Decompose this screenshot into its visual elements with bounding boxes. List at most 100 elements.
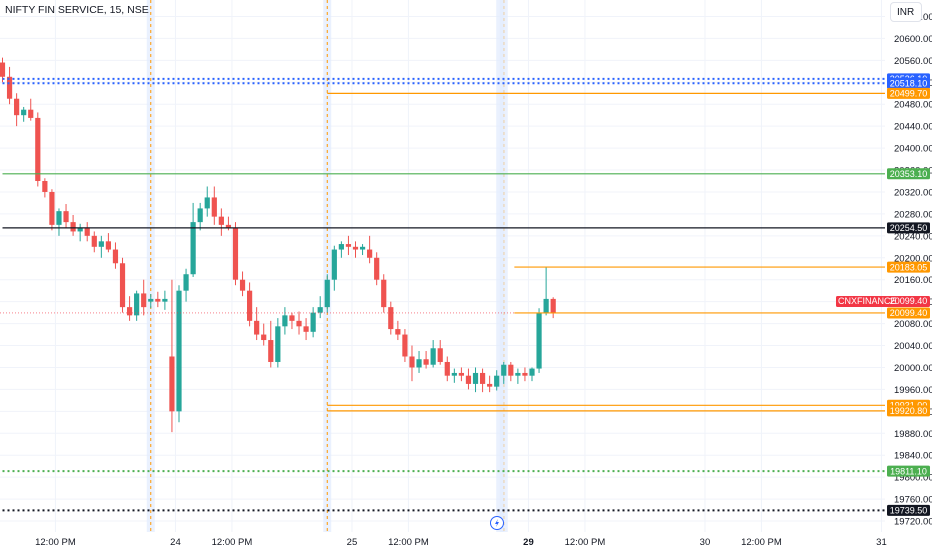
candle-body [148,298,154,302]
price-tick-label: 20040.00 [894,341,932,352]
candle-body [197,208,203,223]
session-breaks [146,0,508,532]
candle-body [84,227,90,236]
time-axis[interactable]: 12:00 PM 24 12:00 PM 25 12:00 PM 29 12:00 PM 30… [35,537,887,548]
price-tag-label: 19739.50 [890,506,928,516]
price-tag [887,168,930,180]
price-tag-label: 20353.10 [890,169,928,179]
price-tick-label: 19880.00 [894,429,932,440]
candle-body [282,315,288,327]
candle-body [522,372,528,376]
symbol-tag-price: 20099.40 [890,296,928,306]
candle-body [239,279,246,291]
price-tick-label: 20320.00 [894,187,932,198]
candle-body [225,224,232,228]
candle-body [77,227,83,232]
price-tag [887,87,930,99]
price-tick-label: 20080.00 [894,319,932,330]
candle-body [352,246,359,250]
candle-body [359,246,366,250]
candle-body [289,315,295,321]
candle-body [367,249,373,258]
price-tick-label: 20480.00 [894,100,932,111]
price-tag [887,405,930,417]
candle-body [162,298,168,302]
time-tick-label: 12:00 PM [741,537,782,548]
candle-body [402,334,408,357]
candle-body [63,211,69,223]
candle-body [141,293,147,308]
candle-body [98,241,104,247]
price-tick-label: 20400.00 [894,144,932,155]
candle-body [169,356,175,412]
candle-body [437,348,443,362]
time-tick-label: 12:00 PM [565,537,606,548]
time-tick-label: 31 [876,537,887,548]
candle-body [204,197,210,209]
candle-body [35,117,41,181]
candle-body [176,290,182,412]
candle-body [508,364,514,376]
price-tag [887,77,930,89]
candle-body [536,312,542,369]
candle-body [134,293,140,316]
price-tick-label: 19960.00 [894,385,932,396]
candle-body [310,312,316,332]
candle-body [423,359,429,365]
candle-body [14,98,20,116]
candle-body [70,222,76,232]
candle-body [268,340,274,362]
candle-body [183,274,189,291]
candle-body [112,249,119,264]
price-tags: 20526.1020518.1020499.7020353.1020254.50… [836,73,930,516]
currency-button[interactable]: INR [890,2,922,22]
candle-body [254,320,260,335]
candle-body [317,307,323,313]
candle-body [247,290,253,321]
time-tick-label: 30 [700,537,711,548]
candle-body [28,109,34,118]
candle-body [494,375,500,387]
session-highlight [496,0,505,532]
candle-body [416,359,422,368]
price-tag-label: 19811.10 [890,466,927,476]
price-tick-label: 20280.00 [894,209,932,220]
price-tag-label: 20499.70 [890,89,928,99]
candle-body [381,279,387,308]
symbol-title: NIFTY FIN SERVICE, 15, NSE [5,4,149,16]
candle-body [465,375,472,384]
candle-body [296,320,302,327]
lightning-icon[interactable] [490,516,504,530]
candle-body [487,383,493,387]
candle-body [374,257,380,280]
candle-body [388,307,394,330]
candle-body [303,326,309,332]
price-tag [887,465,930,477]
price-tick-label: 19840.00 [894,451,932,462]
price-tick-label: 20000.00 [894,363,932,374]
candle-body [275,326,281,362]
candle-body [331,249,337,280]
horizontal-levels[interactable] [0,77,885,512]
candle-body [529,368,535,376]
symbol-tag-name: CNXFINANCE [838,296,897,306]
candle-body [211,197,217,217]
candle-body [261,334,267,341]
price-tick-label: 19800.00 [894,473,932,484]
candle-body [0,62,6,77]
candle-body [444,361,450,376]
candle-body [451,372,457,376]
candle-body [409,356,415,368]
price-tick-label: 20600.00 [894,34,932,45]
candle-body [395,329,401,335]
candle-body [190,222,196,275]
candle-body [479,372,486,384]
candle-body [232,227,239,280]
price-tag [887,307,930,319]
time-tick-label: 25 [347,537,358,548]
candle-body [91,235,97,247]
candle-body [126,307,133,316]
time-tick-label: 12:00 PM [212,537,253,548]
price-tick-label: 19760.00 [894,495,932,506]
